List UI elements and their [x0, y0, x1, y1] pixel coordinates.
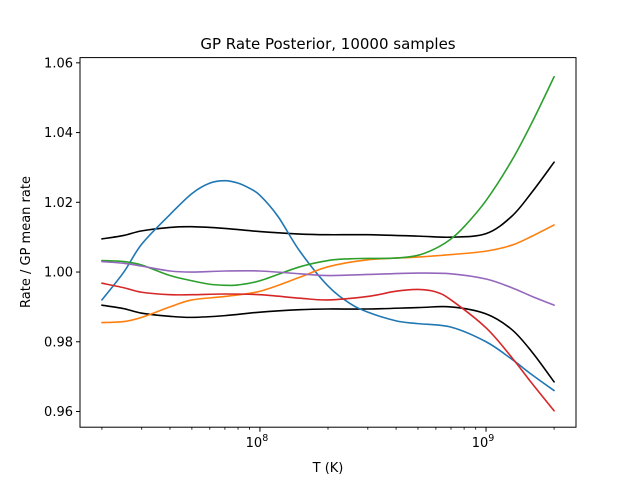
y-tick-label: 0.96: [44, 405, 73, 420]
chart-title: GP Rate Posterior, 10000 samples: [200, 35, 455, 53]
x-tick-label: 108: [246, 433, 269, 451]
x-tick-label: 109: [472, 433, 495, 451]
series-line-3: [101, 179, 555, 392]
x-axis-label: T (K): [312, 461, 344, 476]
series-line-2: [101, 304, 555, 383]
y-tick-label: 1.00: [44, 266, 73, 281]
series-line-6: [101, 282, 555, 412]
series-line-4: [101, 224, 555, 324]
series-layer: [101, 75, 555, 412]
y-tick-label: 0.98: [44, 335, 73, 350]
x-axis: 108 109: [101, 427, 555, 451]
y-tick-label: 1.06: [44, 56, 73, 71]
series-line-5: [101, 75, 555, 287]
y-tick-label: 1.04: [44, 126, 73, 141]
plot-frame: [79, 57, 577, 428]
y-axis-label: Rate / GP mean rate: [19, 176, 34, 308]
y-tick-label: 1.02: [44, 196, 73, 211]
y-axis: 0.96 0.98 1.00 1.02 1.04 1.06: [44, 56, 80, 420]
series-line-7: [101, 260, 555, 306]
